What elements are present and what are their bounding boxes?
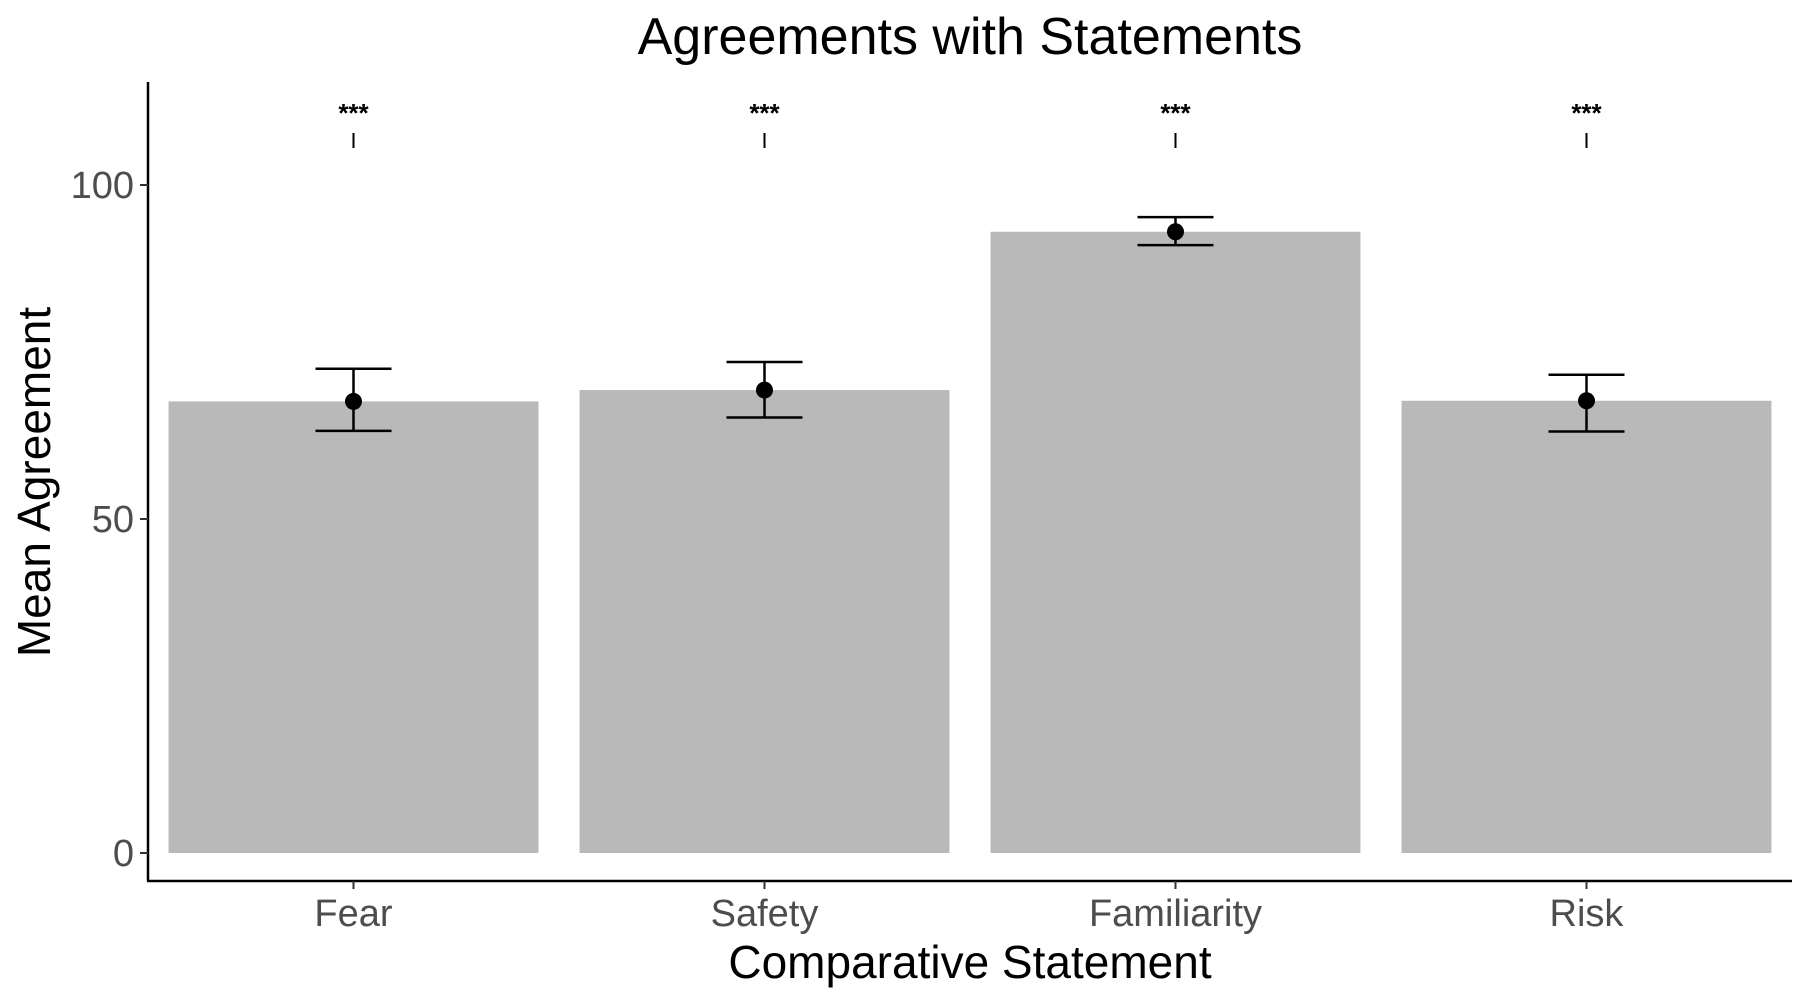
bar-safety — [579, 390, 950, 853]
chart-title: Agreements with Statements — [638, 8, 1303, 66]
bar-fear — [168, 401, 539, 853]
x-tick-label-fear: Fear — [314, 893, 392, 935]
mean-point-familiarity — [1167, 223, 1184, 241]
significance-layer: *** *** *** *** — [338, 98, 1603, 148]
mean-point-safety — [756, 381, 773, 399]
significance-label-fear: *** — [338, 98, 369, 128]
significance-label-familiarity: *** — [1160, 98, 1191, 128]
x-ticks-layer: Fear Safety Familiarity Risk — [314, 881, 1624, 935]
bar-familiarity — [990, 231, 1361, 853]
y-tick-label-100: 100 — [71, 165, 134, 207]
mean-points-layer — [345, 223, 1595, 410]
y-ticks-layer: 0 50 100 — [71, 165, 148, 875]
bar-risk — [1401, 400, 1772, 853]
axes-layer — [146, 82, 1792, 883]
x-tick-label-familiarity: Familiarity — [1089, 893, 1262, 935]
significance-label-safety: *** — [749, 98, 780, 128]
x-tick-label-safety: Safety — [711, 893, 819, 935]
mean-point-fear — [345, 392, 362, 410]
x-axis-title: Comparative Statement — [728, 936, 1211, 988]
y-tick-label-0: 0 — [113, 833, 134, 875]
x-tick-label-risk: Risk — [1550, 893, 1625, 935]
y-tick-label-50: 50 — [92, 499, 134, 541]
bars-layer — [168, 231, 1772, 853]
mean-point-risk — [1578, 392, 1595, 410]
significance-label-risk: *** — [1571, 98, 1602, 128]
y-axis-title: Mean Agreement — [8, 307, 60, 658]
error-bars-layer — [315, 215, 1625, 433]
